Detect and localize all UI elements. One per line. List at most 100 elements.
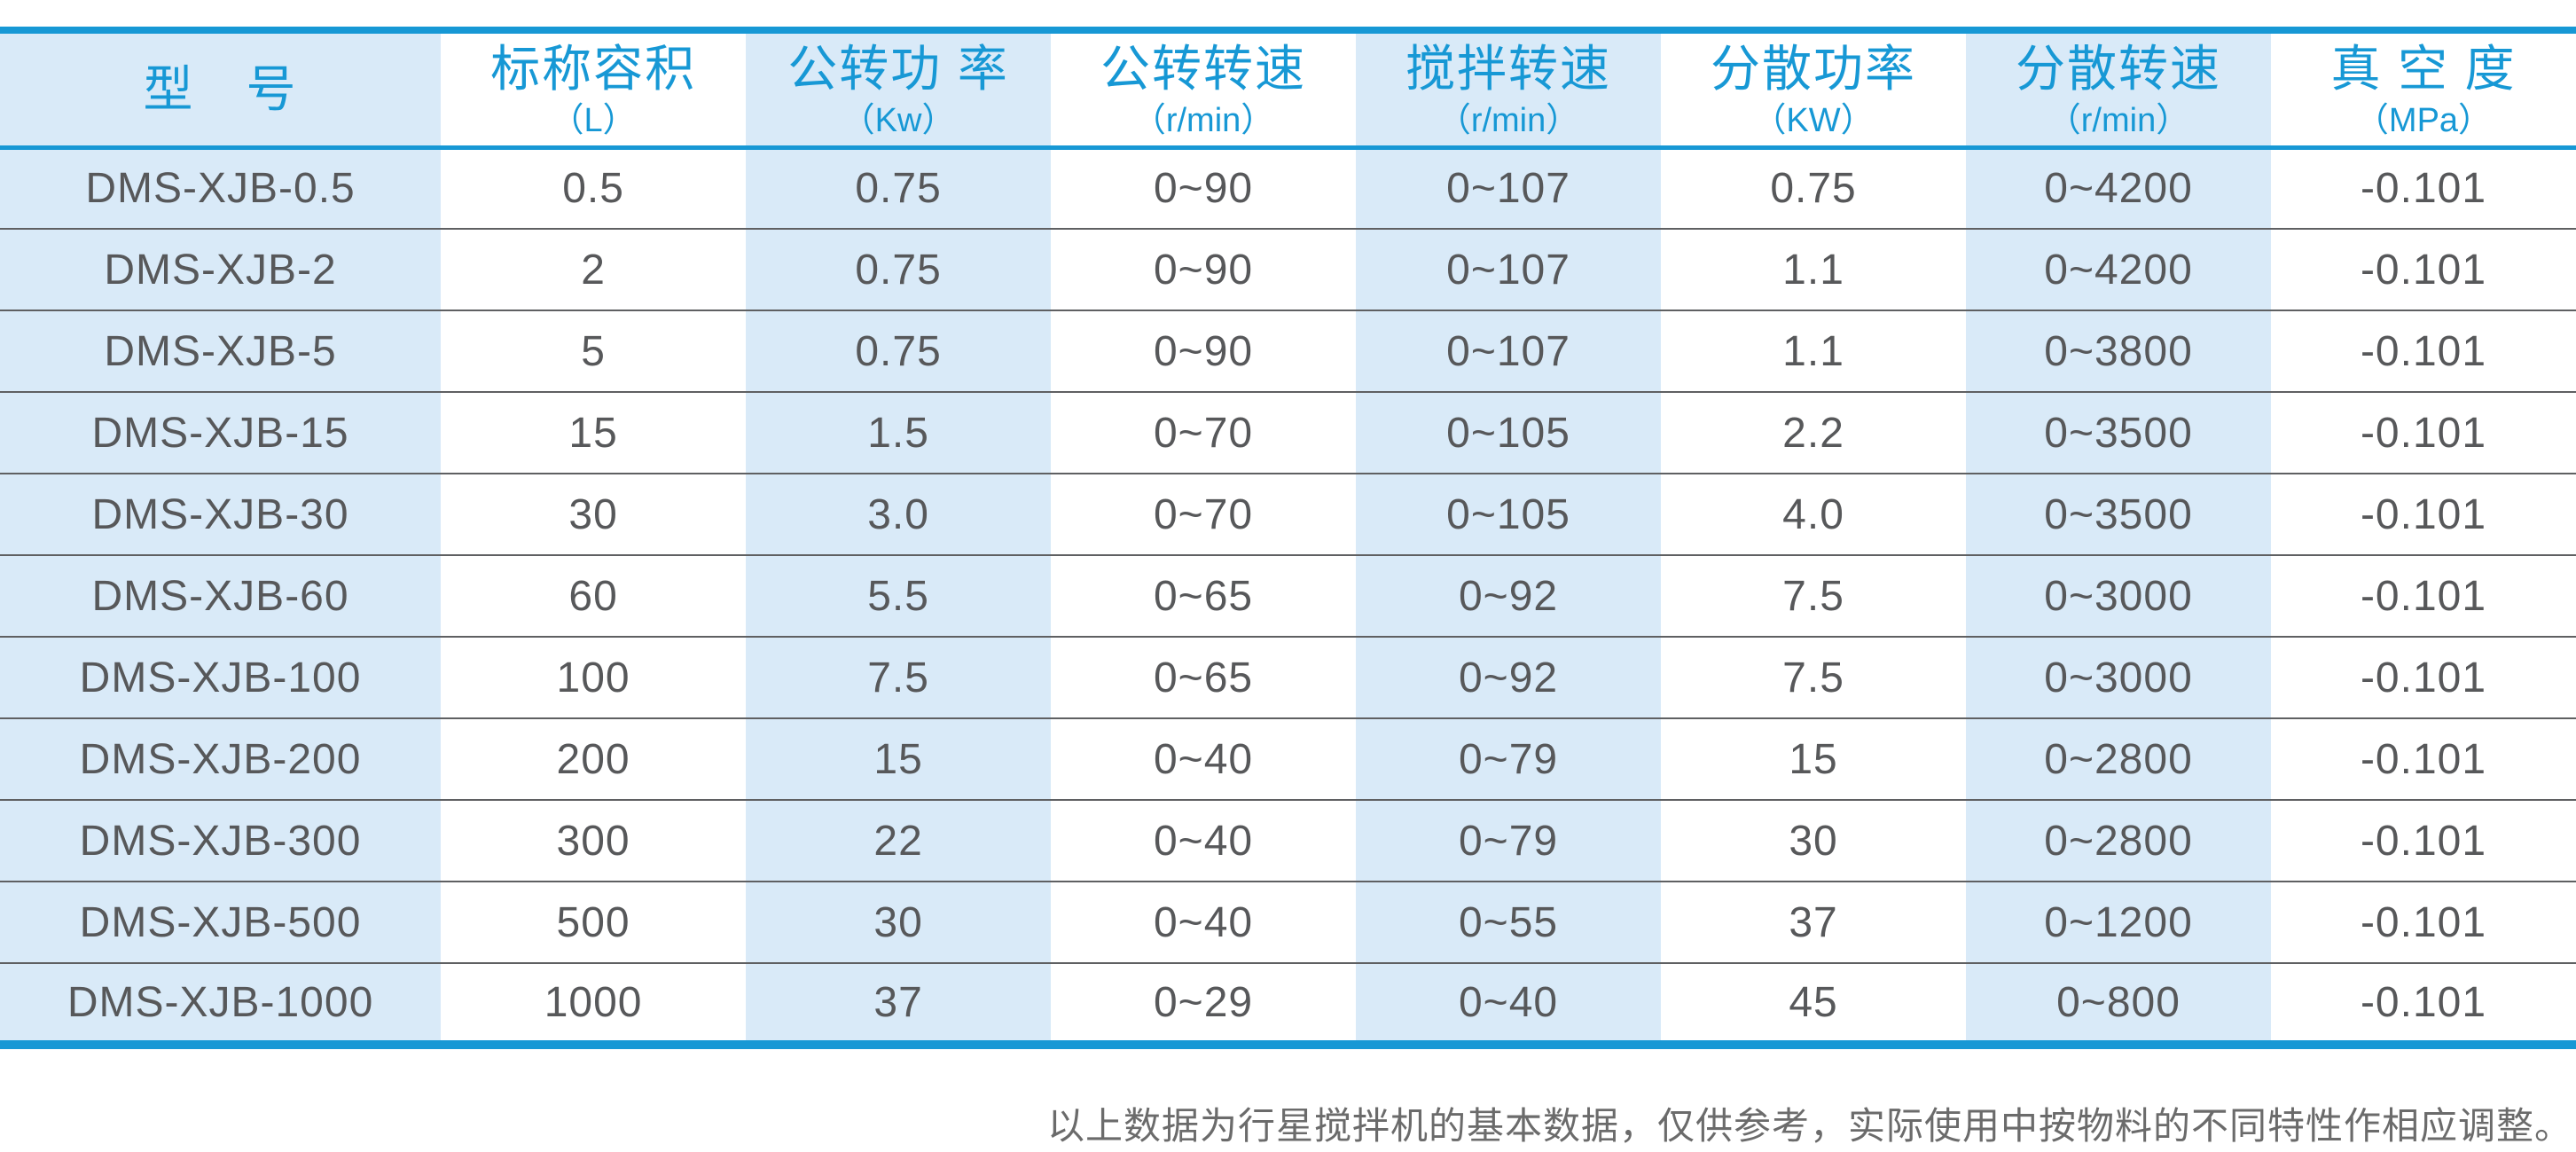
model-cell: DMS-XJB-300 xyxy=(0,800,442,882)
value-cell: 2.2 xyxy=(1661,392,1967,474)
table-row: DMS-XJB-15 15 1.5 0~70 0~105 2.2 0~3500 -0.101 xyxy=(0,392,2576,474)
table-row: DMS-XJB-500 500 30 0~40 0~55 37 0~1200 -0.101 xyxy=(0,882,2576,963)
value-cell: -0.101 xyxy=(2271,147,2576,229)
value-cell: 3.0 xyxy=(746,474,1052,555)
column-header-label: 公转功 率 xyxy=(787,40,1009,97)
model-cell: DMS-XJB-500 xyxy=(0,882,442,963)
table-row: DMS-XJB-0.5 0.5 0.75 0~90 0~107 0.75 0~4200 -0.… xyxy=(0,147,2576,229)
value-cell: 0~29 xyxy=(1051,963,1357,1045)
value-cell: 500 xyxy=(441,882,747,963)
value-cell: 300 xyxy=(441,800,747,882)
value-cell: -0.101 xyxy=(2271,555,2576,637)
value-cell: 0~107 xyxy=(1356,147,1662,229)
table-row: DMS-XJB-2 2 0.75 0~90 0~107 1.1 0~4200 -0.101 xyxy=(0,229,2576,310)
column-header-label: 搅拌转速 xyxy=(1405,40,1612,97)
value-cell: -0.101 xyxy=(2271,310,2576,392)
value-cell: 0~800 xyxy=(1966,963,2271,1045)
value-cell: 0~2800 xyxy=(1966,718,2271,800)
value-cell: 0~40 xyxy=(1051,800,1357,882)
value-cell: 15 xyxy=(746,718,1052,800)
column-header-1: 型 号 xyxy=(0,30,442,147)
model-cell: DMS-XJB-200 xyxy=(0,718,442,800)
table-head: 型 号 标称容积 （L） 公转功 率 （Kw） 公转转速 （r/min） 搅拌转速 （r/min… xyxy=(0,30,2576,147)
column-header-7: 分散转速 （r/min） xyxy=(1966,30,2271,147)
value-cell: 7.5 xyxy=(1661,555,1967,637)
value-cell: 1.1 xyxy=(1661,229,1967,310)
value-cell: 0~92 xyxy=(1356,637,1662,718)
value-cell: 0~70 xyxy=(1051,474,1357,555)
value-cell: 0~4200 xyxy=(1966,147,2271,229)
value-cell: 0.75 xyxy=(746,310,1052,392)
table-row: DMS-XJB-100 100 7.5 0~65 0~92 7.5 0~3000 -0.101 xyxy=(0,637,2576,718)
value-cell: -0.101 xyxy=(2271,229,2576,310)
value-cell: 0~90 xyxy=(1051,147,1357,229)
value-cell: 0~79 xyxy=(1356,800,1662,882)
model-cell: DMS-XJB-0.5 xyxy=(0,147,442,229)
value-cell: 0~40 xyxy=(1051,718,1357,800)
value-cell: -0.101 xyxy=(2271,392,2576,474)
model-cell: DMS-XJB-1000 xyxy=(0,963,442,1045)
value-cell: 0~105 xyxy=(1356,392,1662,474)
value-cell: 30 xyxy=(1661,800,1967,882)
column-header-label: 分散转速 xyxy=(2016,40,2221,97)
value-cell: 0~105 xyxy=(1356,474,1662,555)
column-header-3: 公转功 率 （Kw） xyxy=(746,30,1052,147)
value-cell: 30 xyxy=(746,882,1052,963)
value-cell: 0~107 xyxy=(1356,229,1662,310)
column-header-2: 标称容积 （L） xyxy=(441,30,747,147)
value-cell: 1.5 xyxy=(746,392,1052,474)
column-header-unit: （Kw） xyxy=(841,101,956,139)
value-cell: 37 xyxy=(746,963,1052,1045)
value-cell: -0.101 xyxy=(2271,800,2576,882)
value-cell: 0~3000 xyxy=(1966,637,2271,718)
value-cell: 5 xyxy=(441,310,747,392)
value-cell: 0~92 xyxy=(1356,555,1662,637)
column-header-label: 分散功率 xyxy=(1711,40,1917,97)
value-cell: 200 xyxy=(441,718,747,800)
column-header-label: 公转转速 xyxy=(1100,40,1307,97)
column-header-unit: （r/min） xyxy=(1437,101,1580,139)
value-cell: 0.75 xyxy=(746,229,1052,310)
value-cell: 0~65 xyxy=(1051,555,1357,637)
value-cell: -0.101 xyxy=(2271,637,2576,718)
table-row: DMS-XJB-60 60 5.5 0~65 0~92 7.5 0~3000 -0.101 xyxy=(0,555,2576,637)
value-cell: 5.5 xyxy=(746,555,1052,637)
value-cell: 37 xyxy=(1661,882,1967,963)
column-header-unit: （r/min） xyxy=(2047,101,2190,139)
value-cell: 15 xyxy=(1661,718,1967,800)
value-cell: 0.75 xyxy=(1661,147,1967,229)
value-cell: 0~107 xyxy=(1356,310,1662,392)
table-row: DMS-XJB-200 200 15 0~40 0~79 15 0~2800 -0.101 xyxy=(0,718,2576,800)
table-row: DMS-XJB-1000 1000 37 0~29 0~40 45 0~800 -0.101 xyxy=(0,963,2576,1045)
value-cell: 22 xyxy=(746,800,1052,882)
header-row: 型 号 标称容积 （L） 公转功 率 （Kw） 公转转速 （r/min） 搅拌转速 （r/min… xyxy=(0,30,2576,147)
value-cell: 0~2800 xyxy=(1966,800,2271,882)
value-cell: 15 xyxy=(441,392,747,474)
column-header-unit: （MPa） xyxy=(2354,101,2493,139)
model-cell: DMS-XJB-60 xyxy=(0,555,442,637)
value-cell: 0~3500 xyxy=(1966,474,2271,555)
value-cell: 0~90 xyxy=(1051,229,1357,310)
value-cell: 30 xyxy=(441,474,747,555)
value-cell: 1.1 xyxy=(1661,310,1967,392)
column-header-label: 真 空 度 xyxy=(2330,40,2517,97)
column-header-4: 公转转速 （r/min） xyxy=(1051,30,1357,147)
value-cell: 0~70 xyxy=(1051,392,1357,474)
value-cell: -0.101 xyxy=(2271,718,2576,800)
table-row: DMS-XJB-5 5 0.75 0~90 0~107 1.1 0~3800 -0.101 xyxy=(0,310,2576,392)
value-cell: 0~3800 xyxy=(1966,310,2271,392)
value-cell: 0~4200 xyxy=(1966,229,2271,310)
model-cell: DMS-XJB-100 xyxy=(0,637,442,718)
table-row: DMS-XJB-30 30 3.0 0~70 0~105 4.0 0~3500 -0.101 xyxy=(0,474,2576,555)
value-cell: -0.101 xyxy=(2271,963,2576,1045)
value-cell: -0.101 xyxy=(2271,882,2576,963)
column-header-unit: （KW） xyxy=(1752,101,1875,139)
table-row: DMS-XJB-300 300 22 0~40 0~79 30 0~2800 -0.101 xyxy=(0,800,2576,882)
value-cell: 0~40 xyxy=(1051,882,1357,963)
spec-table: 型 号 标称容积 （L） 公转功 率 （Kw） 公转转速 （r/min） 搅拌转速 （r/min… xyxy=(0,27,2576,1049)
value-cell: 45 xyxy=(1661,963,1967,1045)
column-header-unit: （r/min） xyxy=(1131,101,1275,139)
column-header-label: 型 号 xyxy=(143,60,298,117)
value-cell: 0~3000 xyxy=(1966,555,2271,637)
value-cell: 0~3500 xyxy=(1966,392,2271,474)
